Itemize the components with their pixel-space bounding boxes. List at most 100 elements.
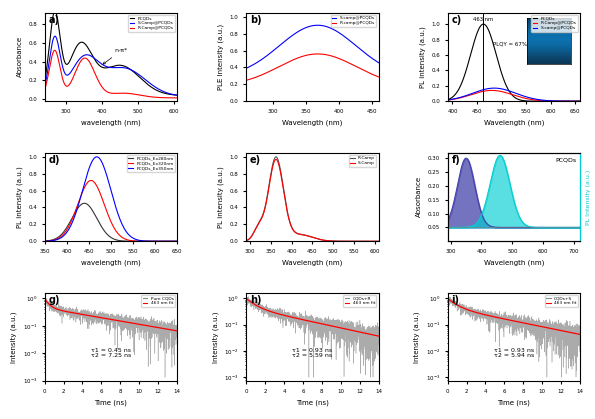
PCQDs: [533, 99, 540, 104]
Line: S-camp@PCQDs: S-camp@PCQDs: [246, 25, 378, 68]
R-Camp@PCQDs: [51, 48, 58, 53]
S-Camp@PCQDs: [155, 87, 162, 92]
PCQDs: [468, 51, 475, 56]
R-camp@PCQDs: [305, 52, 312, 57]
X-axis label: Wavelength (nm): Wavelength (nm): [484, 119, 544, 126]
Line: S-Camp: S-Camp: [246, 159, 378, 241]
PCQDs_Ex320nm: [101, 203, 108, 208]
S-Camp@PCQDs: [174, 93, 181, 98]
S-camp@PCQDs: [491, 85, 498, 91]
R-camp@PCQDs: [314, 52, 321, 57]
PCQDs_Ex320nm: [64, 225, 71, 230]
PCQDs_Ex280nm: [41, 238, 48, 243]
PCQDs_Ex320nm: [130, 238, 137, 243]
X-axis label: Wavelength (nm): Wavelength (nm): [282, 119, 343, 126]
PCQDs_Ex320nm: [120, 235, 127, 241]
Text: a): a): [49, 15, 60, 25]
PCQDs: [49, 15, 57, 20]
Legend: PCQDs, R-Camp@PCQDs, S-camp@PCQDs: PCQDs, R-Camp@PCQDs, S-camp@PCQDs: [531, 15, 578, 31]
S-camp@PCQDs: [478, 88, 486, 93]
S-camp@PCQDs: [375, 60, 382, 65]
S-Camp: [273, 157, 280, 162]
R-Camp@PCQDs: [142, 93, 149, 98]
S-camp@PCQDs: [577, 99, 584, 104]
PCQDs: [522, 98, 530, 103]
S-camp@PCQDs: [352, 42, 359, 47]
R-Camp@PCQDs: [577, 99, 584, 104]
PCQDs_Ex320nm: [41, 238, 48, 243]
Line: PCQDs_Ex350nm: PCQDs_Ex350nm: [45, 157, 177, 241]
R-camp@PCQDs: [352, 64, 359, 69]
X-axis label: wavelength (nm): wavelength (nm): [81, 119, 141, 126]
R-Camp: [243, 238, 250, 243]
Y-axis label: Intensity (a.u.): Intensity (a.u.): [11, 311, 17, 363]
PCQDs: [174, 93, 181, 98]
Text: b): b): [250, 15, 262, 25]
Text: e): e): [250, 155, 261, 165]
R-Camp: [321, 238, 328, 243]
PCQDs_Ex350nm: [64, 228, 71, 233]
PCQDs_Ex280nm: [120, 238, 127, 243]
S-Camp: [321, 238, 328, 243]
Text: n-π*: n-π*: [103, 48, 127, 64]
Line: R-Camp@PCQDs: R-Camp@PCQDs: [447, 91, 580, 101]
Legend: PCQDs, S-Camp@PCQDs, R-Camp@PCQDs: PCQDs, S-Camp@PCQDs, R-Camp@PCQDs: [129, 15, 175, 31]
R-camp@PCQDs: [315, 52, 322, 57]
S-camp@PCQDs: [522, 94, 530, 99]
X-axis label: Wavelength (nm): Wavelength (nm): [484, 259, 544, 266]
PCQDs_Ex350nm: [41, 239, 48, 244]
Y-axis label: PL Intensity (a.u.): PL Intensity (a.u.): [585, 169, 591, 225]
Line: R-Camp: R-Camp: [246, 157, 378, 241]
X-axis label: wavelength (nm): wavelength (nm): [81, 259, 141, 266]
Text: f): f): [452, 155, 461, 165]
PCQDs: [126, 66, 133, 71]
S-Camp: [277, 169, 284, 174]
R-Camp: [343, 239, 350, 244]
Y-axis label: Intensity (a.u.): Intensity (a.u.): [212, 311, 218, 363]
R-Camp: [303, 233, 310, 238]
Y-axis label: PL intensity (a.u.): PL intensity (a.u.): [419, 26, 425, 88]
R-camp@PCQDs: [243, 78, 250, 83]
Text: c): c): [452, 15, 462, 25]
S-Camp: [303, 233, 310, 238]
Line: PCQDs: PCQDs: [447, 24, 580, 101]
PCQDs: [504, 86, 511, 91]
PCQDs_Ex320nm: [174, 239, 181, 244]
PCQDs: [155, 89, 162, 94]
Text: τ1 = 0.93 ns
τ2 = 5.59 ns: τ1 = 0.93 ns τ2 = 5.59 ns: [293, 348, 333, 358]
PCQDs: [577, 99, 584, 104]
Legend: PCQDs_Ex280nm, PCQDs_Ex320nm, PCQDs_Ex350nm: PCQDs_Ex280nm, PCQDs_Ex320nm, PCQDs_Ex35…: [127, 155, 175, 172]
Line: PCQDs: PCQDs: [45, 11, 177, 95]
S-camp@PCQDs: [533, 97, 540, 102]
R-Camp@PCQDs: [544, 98, 551, 103]
R-Camp@PCQDs: [155, 95, 162, 100]
PCQDs_Ex350nm: [120, 224, 127, 229]
PCQDs_Ex280nm: [81, 201, 88, 206]
PCQDs_Ex280nm: [130, 239, 137, 244]
S-camp@PCQDs: [315, 23, 322, 28]
S-camp@PCQDs: [468, 91, 475, 96]
Line: R-camp@PCQDs: R-camp@PCQDs: [246, 54, 378, 80]
Text: g): g): [49, 295, 60, 305]
PCQDs: [544, 99, 551, 104]
PCQDs: [118, 63, 126, 68]
R-Camp@PCQDs: [49, 51, 57, 56]
R-camp@PCQDs: [372, 73, 379, 78]
S-Camp: [243, 238, 250, 243]
PCQDs_Ex280nm: [75, 204, 82, 210]
S-Camp: [331, 238, 339, 243]
PCQDs_Ex350nm: [101, 167, 108, 172]
PCQDs: [51, 9, 58, 14]
Text: i): i): [452, 295, 459, 305]
S-camp@PCQDs: [314, 23, 321, 28]
Text: τ1 = 0.93 ns
τ2 = 5.94 ns: τ1 = 0.93 ns τ2 = 5.94 ns: [494, 348, 534, 358]
PCQDs_Ex350nm: [174, 239, 181, 244]
S-Camp@PCQDs: [41, 83, 48, 88]
Legend: Pure CQDs, 463 nm fit: Pure CQDs, 463 nm fit: [142, 295, 175, 307]
S-camp@PCQDs: [243, 66, 250, 71]
PCQDs: [480, 22, 487, 27]
R-Camp@PCQDs: [522, 96, 530, 101]
PCQDs: [41, 79, 48, 84]
Legend: S-camp@PCQDs, R-camp@PCQDs: S-camp@PCQDs, R-camp@PCQDs: [330, 15, 377, 26]
Y-axis label: PLE Intensity (a.u.): PLE Intensity (a.u.): [218, 24, 224, 90]
